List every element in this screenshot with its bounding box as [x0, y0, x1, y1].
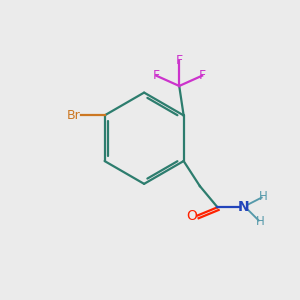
Text: F: F	[176, 54, 183, 68]
Text: H: H	[259, 190, 268, 202]
Text: H: H	[256, 215, 265, 229]
Text: F: F	[153, 69, 160, 82]
Text: N: N	[238, 200, 250, 214]
Text: O: O	[186, 208, 197, 223]
Text: F: F	[199, 69, 206, 82]
Text: Br: Br	[67, 109, 80, 122]
